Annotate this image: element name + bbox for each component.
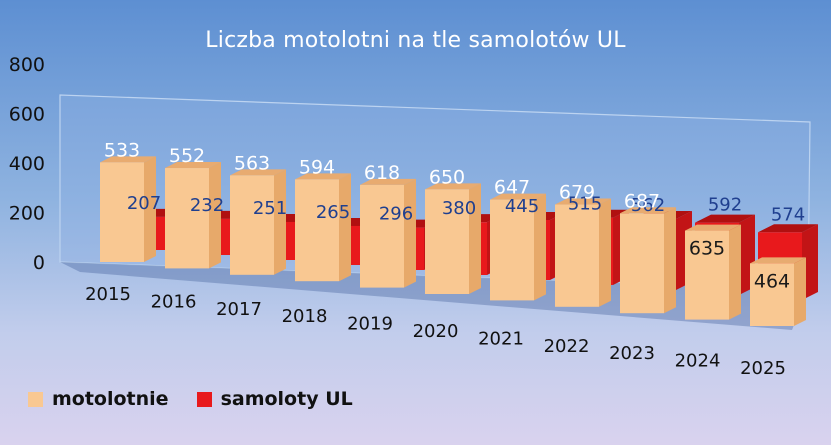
bar-motolotnie [100,156,156,262]
data-label-samoloty-ul: 251 [253,198,287,219]
bar-motolotnie-front [620,213,664,314]
bar-motolotnie-top [360,178,416,185]
data-label-samoloty-ul: 445 [505,196,539,217]
bar-motolotnie-side [599,198,611,307]
y-tick-label: 0 [33,252,45,274]
legend-swatch-motolotnie [28,391,43,407]
bar-motolotnie [685,224,741,320]
bar-motolotnie [295,173,351,282]
data-label-samoloty-ul: 562 [631,195,665,216]
data-label-samoloty-ul: 265 [316,202,350,223]
legend-label-motolotnie: motolotnie [52,388,169,410]
bar-motolotnie-front [165,168,209,269]
data-label-motolotnie: 687 [624,190,660,212]
data-label-samoloty-ul: 592 [708,195,742,216]
bar-motolotnie [555,198,611,307]
data-label-motolotnie: 635 [689,238,725,260]
x-tick-label: 2022 [544,336,590,357]
bar-motolotnie-front [490,199,534,301]
bar-motolotnie-front [360,184,404,288]
bar-motolotnie-front [555,204,599,307]
bar-motolotnie-front [230,175,274,275]
bar-motolotnie-side [274,169,286,275]
data-label-motolotnie: 552 [169,145,205,167]
data-label-motolotnie: 679 [559,182,595,204]
bar-motolotnie-side [729,224,741,320]
x-tick-label: 2025 [740,358,786,379]
bar-motolotnie [360,178,416,288]
bar-motolotnie [490,193,546,301]
data-label-samoloty-ul: 232 [190,195,224,216]
bar-motolotnie-top [685,224,741,231]
x-tick-label: 2019 [347,314,393,335]
y-tick-label: 600 [9,104,45,126]
bar-motolotnie [750,257,806,326]
bar-motolotnie-side [339,173,351,282]
x-tick-label: 2015 [85,284,131,305]
bar-motolotnie-front [100,162,144,262]
data-label-motolotnie: 464 [754,270,790,292]
bar-motolotnie-top [620,207,676,214]
data-label-samoloty-ul: 515 [568,194,602,215]
bar-motolotnie [165,162,221,269]
x-tick-label: 2023 [609,343,655,364]
bar-motolotnie-top [555,198,611,205]
bar-motolotnie [425,183,481,294]
legend-item-samoloty-ul: samoloty UL [196,388,353,410]
x-tick-label: 2020 [413,321,459,342]
bar-samoloty-ul-top [758,224,818,233]
y-tick-label: 400 [9,153,45,175]
bar-motolotnie-front [425,189,469,294]
bar-motolotnie-side [144,156,156,262]
y-tick-label: 200 [9,203,45,225]
bar-motolotnie-top [490,193,546,200]
x-tick-label: 2016 [151,291,197,312]
legend-label-samoloty-ul: samoloty UL [220,388,353,410]
x-tick-label: 2024 [675,351,721,372]
x-tick-label: 2018 [282,306,328,327]
bar-motolotnie-front [750,263,794,326]
bar-motolotnie-side [404,178,416,288]
legend-item-motolotnie: motolotnie [28,388,169,410]
data-label-motolotnie: 594 [299,156,335,178]
bar-motolotnie [230,169,286,275]
data-label-motolotnie: 618 [364,162,400,184]
legend-swatch-samoloty-ul [196,391,212,407]
bar-motolotnie-top [295,173,351,180]
data-label-samoloty-ul: 207 [127,193,161,214]
bar-motolotnie-side [534,193,546,301]
data-label-samoloty-ul: 380 [442,198,476,219]
data-label-samoloty-ul: 574 [771,204,805,225]
x-tick-label: 2017 [216,299,262,320]
bar-motolotnie-side [469,183,481,294]
data-label-samoloty-ul: 296 [379,204,413,225]
bar-motolotnie-side [209,162,221,269]
bar-motolotnie-side [794,257,806,326]
data-label-motolotnie: 647 [494,177,530,199]
bar-motolotnie-side [664,207,676,314]
bar-motolotnie-top [425,183,481,190]
legend: motolotnie samoloty UL [28,388,381,410]
bar-motolotnie-top [165,162,221,169]
bar-motolotnie-top [230,169,286,176]
y-tick-label: 800 [9,54,45,76]
data-label-motolotnie: 563 [234,152,270,174]
bar-motolotnie-top [750,257,806,264]
chart-title: Liczba motolotni na tle samolotów UL [205,28,626,53]
data-label-motolotnie: 533 [104,139,140,161]
data-label-motolotnie: 650 [429,166,465,188]
x-tick-label: 2021 [478,328,524,349]
bar-motolotnie-top [100,156,156,163]
bar-motolotnie-front [295,179,339,282]
bar-samoloty-ul-top [695,214,755,223]
bar-motolotnie-front [685,230,729,320]
bar-motolotnie [620,207,676,314]
